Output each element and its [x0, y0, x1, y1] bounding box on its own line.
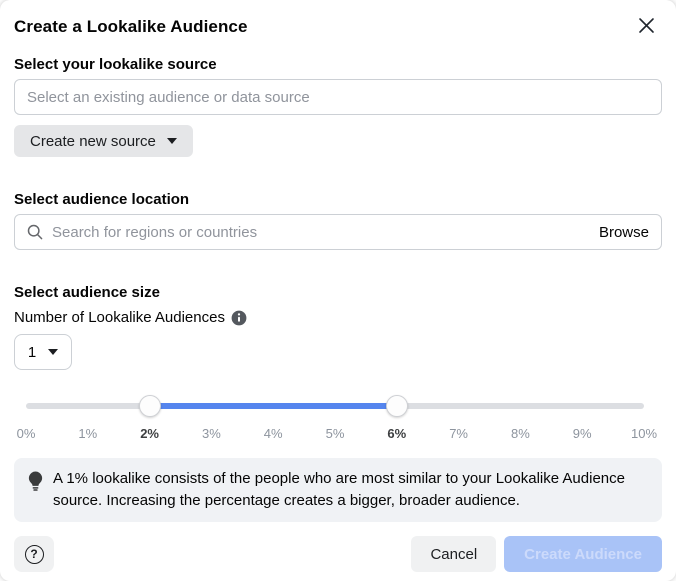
question-mark-icon: ?	[24, 544, 44, 564]
slider-tick-label: 0%	[16, 426, 36, 441]
lookalike-source-input[interactable]	[27, 88, 649, 106]
slider-tick-labels: 0% 1% 2% 3% 4% 5% 6% 7% 8% 9% 10%	[17, 426, 657, 442]
lookalike-tip-box: A 1% lookalike consists of the people wh…	[14, 458, 662, 522]
audience-size-label: Select audience size	[14, 284, 160, 301]
create-new-source-button[interactable]: Create new source	[14, 125, 193, 157]
help-button[interactable]: ?	[14, 536, 54, 572]
lightbulb-icon	[28, 471, 43, 512]
slider-tick-label: 3%	[201, 426, 221, 441]
audience-location-label: Select audience location	[14, 191, 190, 208]
slider-tick-label: 1%	[78, 426, 98, 441]
close-button[interactable]	[632, 13, 660, 41]
location-search-input[interactable]	[52, 223, 590, 241]
slider-tick-label: 8%	[510, 426, 530, 441]
dialog-footer: ? Cancel Create Audience	[14, 536, 662, 572]
slider-tick-label: 5%	[325, 426, 345, 441]
close-icon	[638, 17, 655, 37]
slider-range	[149, 403, 397, 409]
create-audience-button[interactable]: Create Audience	[504, 536, 662, 572]
lookalike-count-select[interactable]: 1	[14, 334, 72, 370]
slider-tick-label: 7%	[449, 426, 468, 441]
lookalike-count-row: Number of Lookalike Audiences	[14, 308, 662, 327]
cancel-button[interactable]: Cancel	[411, 536, 497, 572]
lookalike-source-input-wrap	[14, 79, 662, 115]
audience-size-slider: 0% 1% 2% 3% 4% 5% 6% 7% 8% 9% 10%	[17, 395, 657, 442]
chevron-down-icon	[166, 138, 177, 144]
slider-tick-label: 2%	[140, 426, 159, 441]
slider-tick-label: 10%	[630, 426, 658, 441]
slider-handle-upper[interactable]	[385, 395, 408, 417]
slider-tick-label: 4%	[263, 426, 283, 441]
slider-tick-label: 9%	[572, 426, 592, 441]
location-search-wrap: Browse	[14, 214, 662, 250]
search-icon	[27, 224, 43, 240]
create-new-source-label: Create new source	[30, 132, 156, 150]
slider-track[interactable]	[26, 395, 644, 417]
browse-link[interactable]: Browse	[598, 223, 649, 241]
dialog-title: Create a Lookalike Audience	[14, 17, 248, 36]
lookalike-count-label: Number of Lookalike Audiences	[14, 309, 225, 326]
lookalike-count-value: 1	[27, 343, 37, 361]
lookalike-tip-text: A 1% lookalike consists of the people wh…	[53, 470, 625, 509]
dialog-header: Create a Lookalike Audience	[14, 16, 662, 38]
info-icon[interactable]	[231, 310, 247, 326]
slider-tick-label: 6%	[387, 426, 407, 441]
lookalike-source-label: Select your lookalike source	[14, 56, 217, 73]
chevron-down-icon	[48, 349, 59, 355]
slider-handle-lower[interactable]	[138, 395, 161, 417]
